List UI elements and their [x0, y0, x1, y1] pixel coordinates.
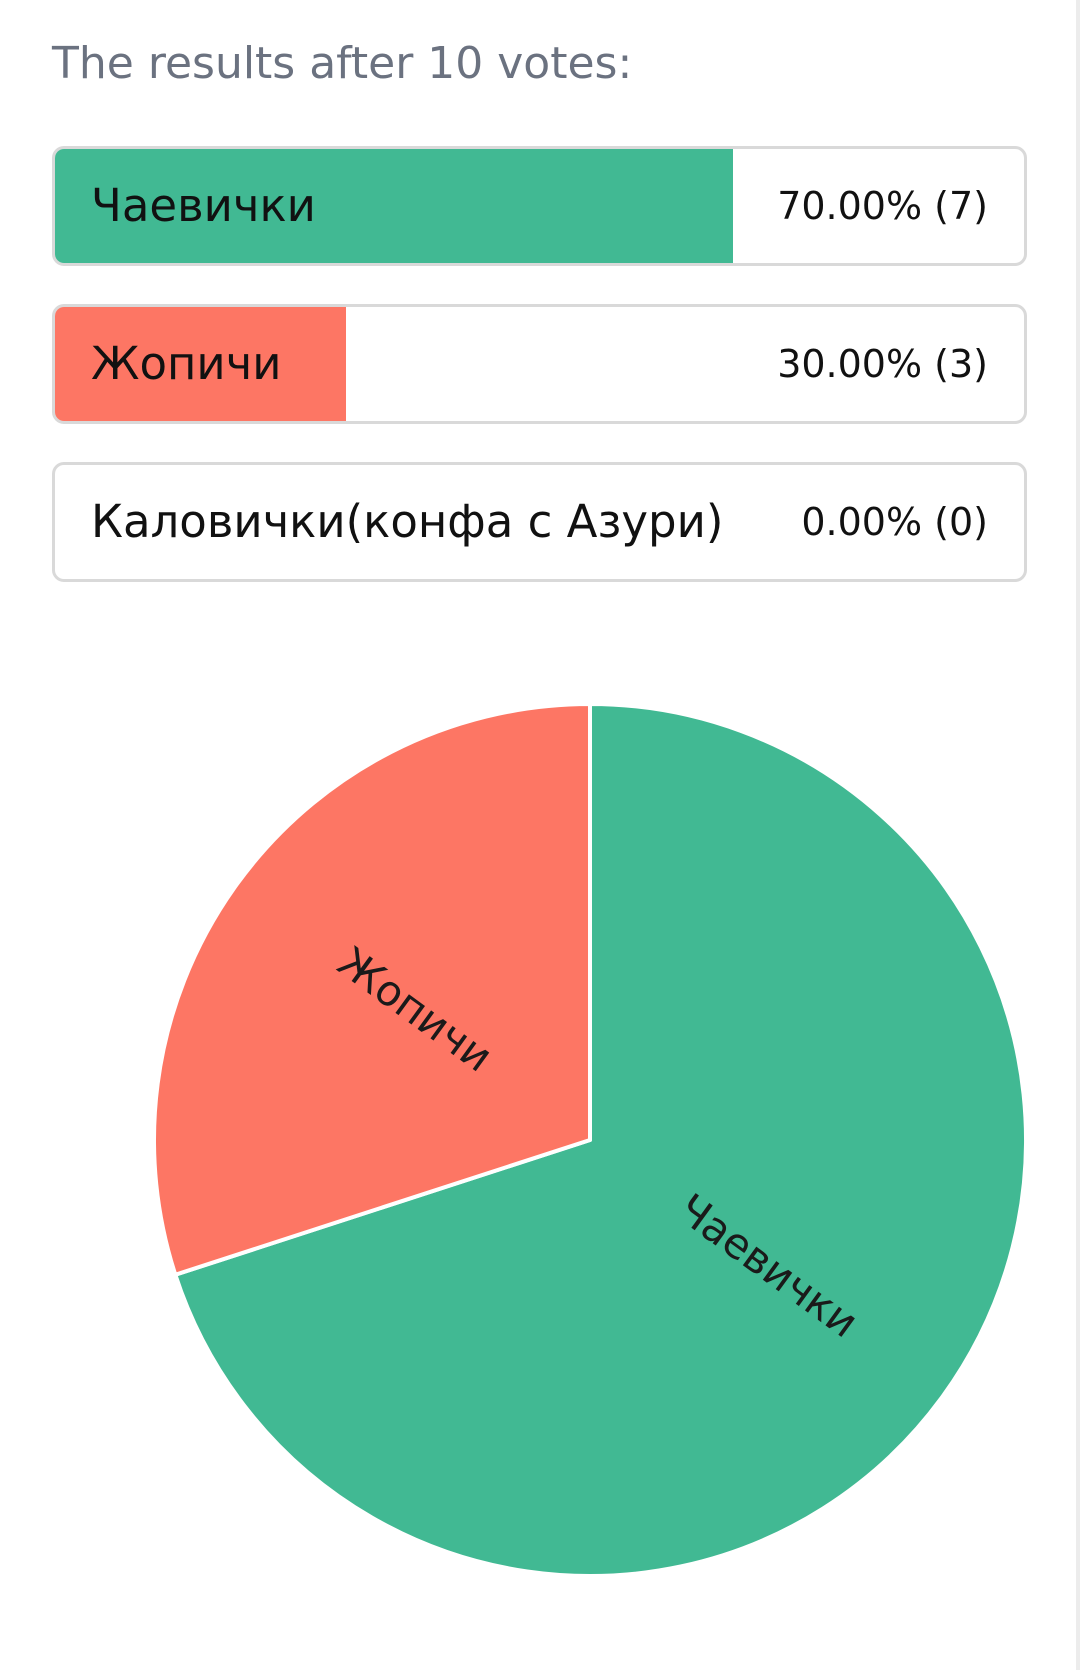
- option-label: Каловички(конфа с Азури): [91, 495, 724, 548]
- option-fill-bar: [55, 307, 346, 421]
- pie-slice-2: [152, 702, 592, 1277]
- pie-slice-1: [173, 702, 1028, 1578]
- poll-option-1: Чаевички 70.00% (7): [52, 146, 1027, 266]
- option-label: Жопичи: [91, 337, 282, 390]
- option-result: 70.00% (7): [777, 184, 988, 228]
- results-heading: The results after 10 votes:: [52, 38, 633, 89]
- poll-option-3: Каловички(конфа с Азури) 0.00% (0): [52, 462, 1027, 582]
- option-fill-bar: [55, 149, 734, 263]
- poll-option-2: Жопичи 30.00% (3): [52, 304, 1027, 424]
- option-result: 30.00% (3): [777, 342, 988, 386]
- page-edge: [1076, 0, 1080, 1670]
- pie-chart: Чаевички Жопичи: [150, 700, 1030, 1580]
- option-result: 0.00% (0): [801, 500, 988, 544]
- option-label: Чаевички: [91, 179, 316, 232]
- poll-options: Чаевички 70.00% (7) Жопичи 30.00% (3) Ка…: [52, 146, 1027, 620]
